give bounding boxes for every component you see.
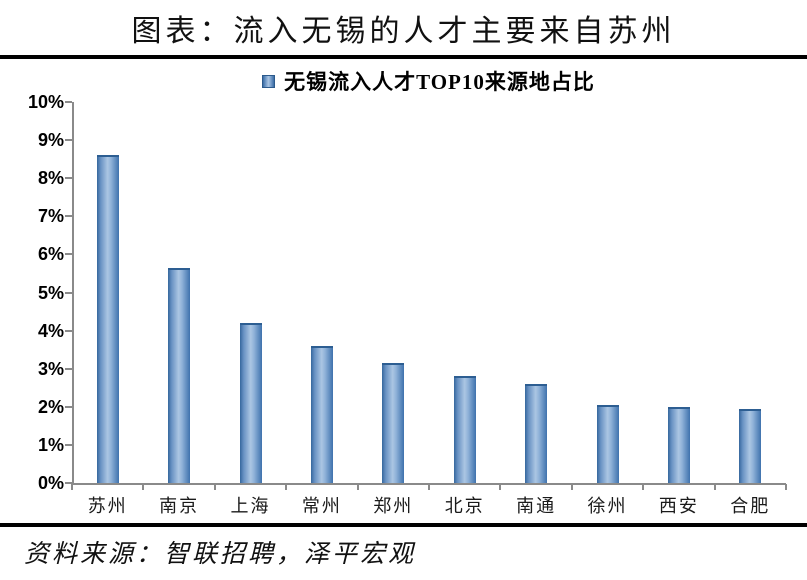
bar-上海 bbox=[239, 322, 262, 483]
y-axis-label: 6% bbox=[37, 244, 64, 265]
bar-合肥 bbox=[739, 408, 762, 483]
y-axis-label: 2% bbox=[37, 396, 64, 417]
x-axis-tick bbox=[499, 484, 502, 490]
x-axis-tick bbox=[142, 484, 145, 490]
y-axis-tick bbox=[65, 482, 72, 484]
legend-label: 无锡流入人才TOP10来源地占比 bbox=[284, 70, 595, 94]
x-axis-label: 上海 bbox=[230, 496, 271, 516]
y-axis-label: 8% bbox=[37, 168, 64, 189]
y-axis-label: 9% bbox=[37, 130, 64, 151]
y-axis-label: 4% bbox=[37, 320, 64, 341]
bottom-divider bbox=[0, 523, 807, 527]
bar-苏州 bbox=[96, 155, 119, 483]
y-axis-tick bbox=[65, 443, 72, 446]
chart-legend: 无锡流入人才TOP10来源地占比 bbox=[73, 66, 784, 96]
x-axis-label: 南京 bbox=[159, 496, 200, 516]
y-axis-tick bbox=[65, 253, 72, 256]
x-axis-tick bbox=[285, 484, 288, 490]
top-divider bbox=[0, 55, 807, 59]
y-axis-tick bbox=[65, 177, 72, 180]
x-axis-label: 郑州 bbox=[373, 496, 414, 516]
bar-南京 bbox=[168, 267, 191, 483]
y-axis-label: 7% bbox=[37, 206, 64, 227]
bar-南通 bbox=[525, 383, 548, 483]
y-axis-tick bbox=[65, 215, 72, 218]
bar-西安 bbox=[667, 406, 690, 483]
x-axis-tick bbox=[642, 484, 645, 490]
x-axis-label: 南通 bbox=[516, 496, 557, 516]
x-axis-tick bbox=[428, 484, 430, 490]
y-axis-tick bbox=[65, 367, 72, 370]
x-axis-tick bbox=[71, 484, 73, 490]
bar-郑州 bbox=[382, 362, 405, 483]
y-axis-label: 5% bbox=[37, 282, 64, 303]
y-axis-label: 3% bbox=[37, 358, 64, 379]
y-axis-tick bbox=[65, 291, 72, 294]
x-axis-tick bbox=[356, 484, 359, 490]
y-axis-label: 10% bbox=[27, 92, 64, 112]
y-axis-tick bbox=[65, 329, 72, 332]
x-axis-label: 苏州 bbox=[87, 496, 128, 516]
y-axis-label: 0% bbox=[37, 473, 64, 493]
x-axis-label: 西安 bbox=[658, 496, 699, 516]
y-axis-tick bbox=[65, 101, 72, 103]
x-axis-tick bbox=[713, 484, 716, 490]
x-axis-label: 北京 bbox=[444, 496, 485, 516]
x-axis-label: 合肥 bbox=[730, 496, 771, 516]
x-axis-tick bbox=[213, 484, 216, 490]
bar-徐州 bbox=[596, 404, 619, 483]
bar-北京 bbox=[453, 376, 476, 483]
figure-title: 图表：流入无锡的人才主要来自苏州 bbox=[131, 15, 676, 48]
y-axis-line bbox=[72, 102, 74, 485]
x-axis-tick bbox=[570, 484, 573, 490]
x-axis-tick bbox=[785, 484, 787, 490]
x-axis-label: 徐州 bbox=[587, 496, 628, 516]
bar-常州 bbox=[310, 345, 333, 483]
y-axis-label: 1% bbox=[37, 434, 64, 455]
y-axis-tick bbox=[65, 405, 72, 408]
source-note: 资料来源：智联招聘，泽平宏观 bbox=[24, 541, 417, 568]
x-axis-label: 常州 bbox=[301, 496, 342, 516]
legend-marker-icon bbox=[262, 74, 276, 88]
y-axis-tick bbox=[65, 139, 72, 142]
